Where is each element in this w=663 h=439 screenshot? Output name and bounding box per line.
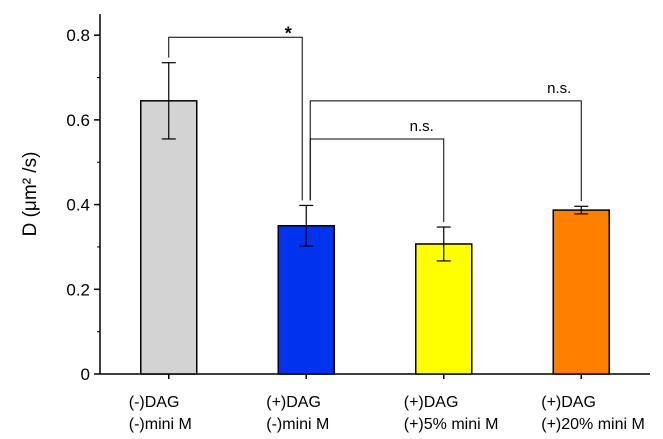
bars <box>140 100 610 379</box>
significance-brackets: * n.s. n.s. <box>168 23 582 222</box>
x-category-label: (-)DAG <box>129 394 180 411</box>
x-category-label: (+)DAG <box>541 394 596 411</box>
bar <box>415 243 473 375</box>
y-tick-label: 0.8 <box>66 26 90 45</box>
x-category-label: (+)5% mini M <box>404 416 499 433</box>
bar <box>552 209 610 375</box>
error-bars <box>161 62 589 262</box>
y-tick-label: 0.4 <box>66 196 90 215</box>
significance-label: n.s. <box>547 80 571 97</box>
x-category-label: (-)mini M <box>129 416 192 433</box>
significance-label: * <box>285 23 292 43</box>
x-category-labels: (-)DAG (-)mini M (+)DAG (-)mini M (+)DAG (+)5… <box>129 394 645 433</box>
y-tick-label: 0.6 <box>66 111 90 130</box>
y-tick-label: 0.2 <box>66 280 90 299</box>
x-category-label: (+)DAG <box>266 394 321 411</box>
y-axis-title: D (μm² /s) <box>20 152 41 237</box>
significance-bracket <box>168 36 303 201</box>
x-category-label: (-)mini M <box>266 416 329 433</box>
y-ticks: 0 0.2 0.4 0.6 0.8 <box>66 26 100 384</box>
significance-label: n.s. <box>410 118 434 135</box>
significance-bracket <box>309 138 445 222</box>
y-tick-label: 0 <box>81 365 90 384</box>
x-category-label: (+)DAG <box>404 394 459 411</box>
x-category-label: (+)20% mini M <box>541 416 645 433</box>
bar <box>277 225 335 375</box>
significance-bracket <box>309 100 582 202</box>
bar <box>140 100 198 375</box>
